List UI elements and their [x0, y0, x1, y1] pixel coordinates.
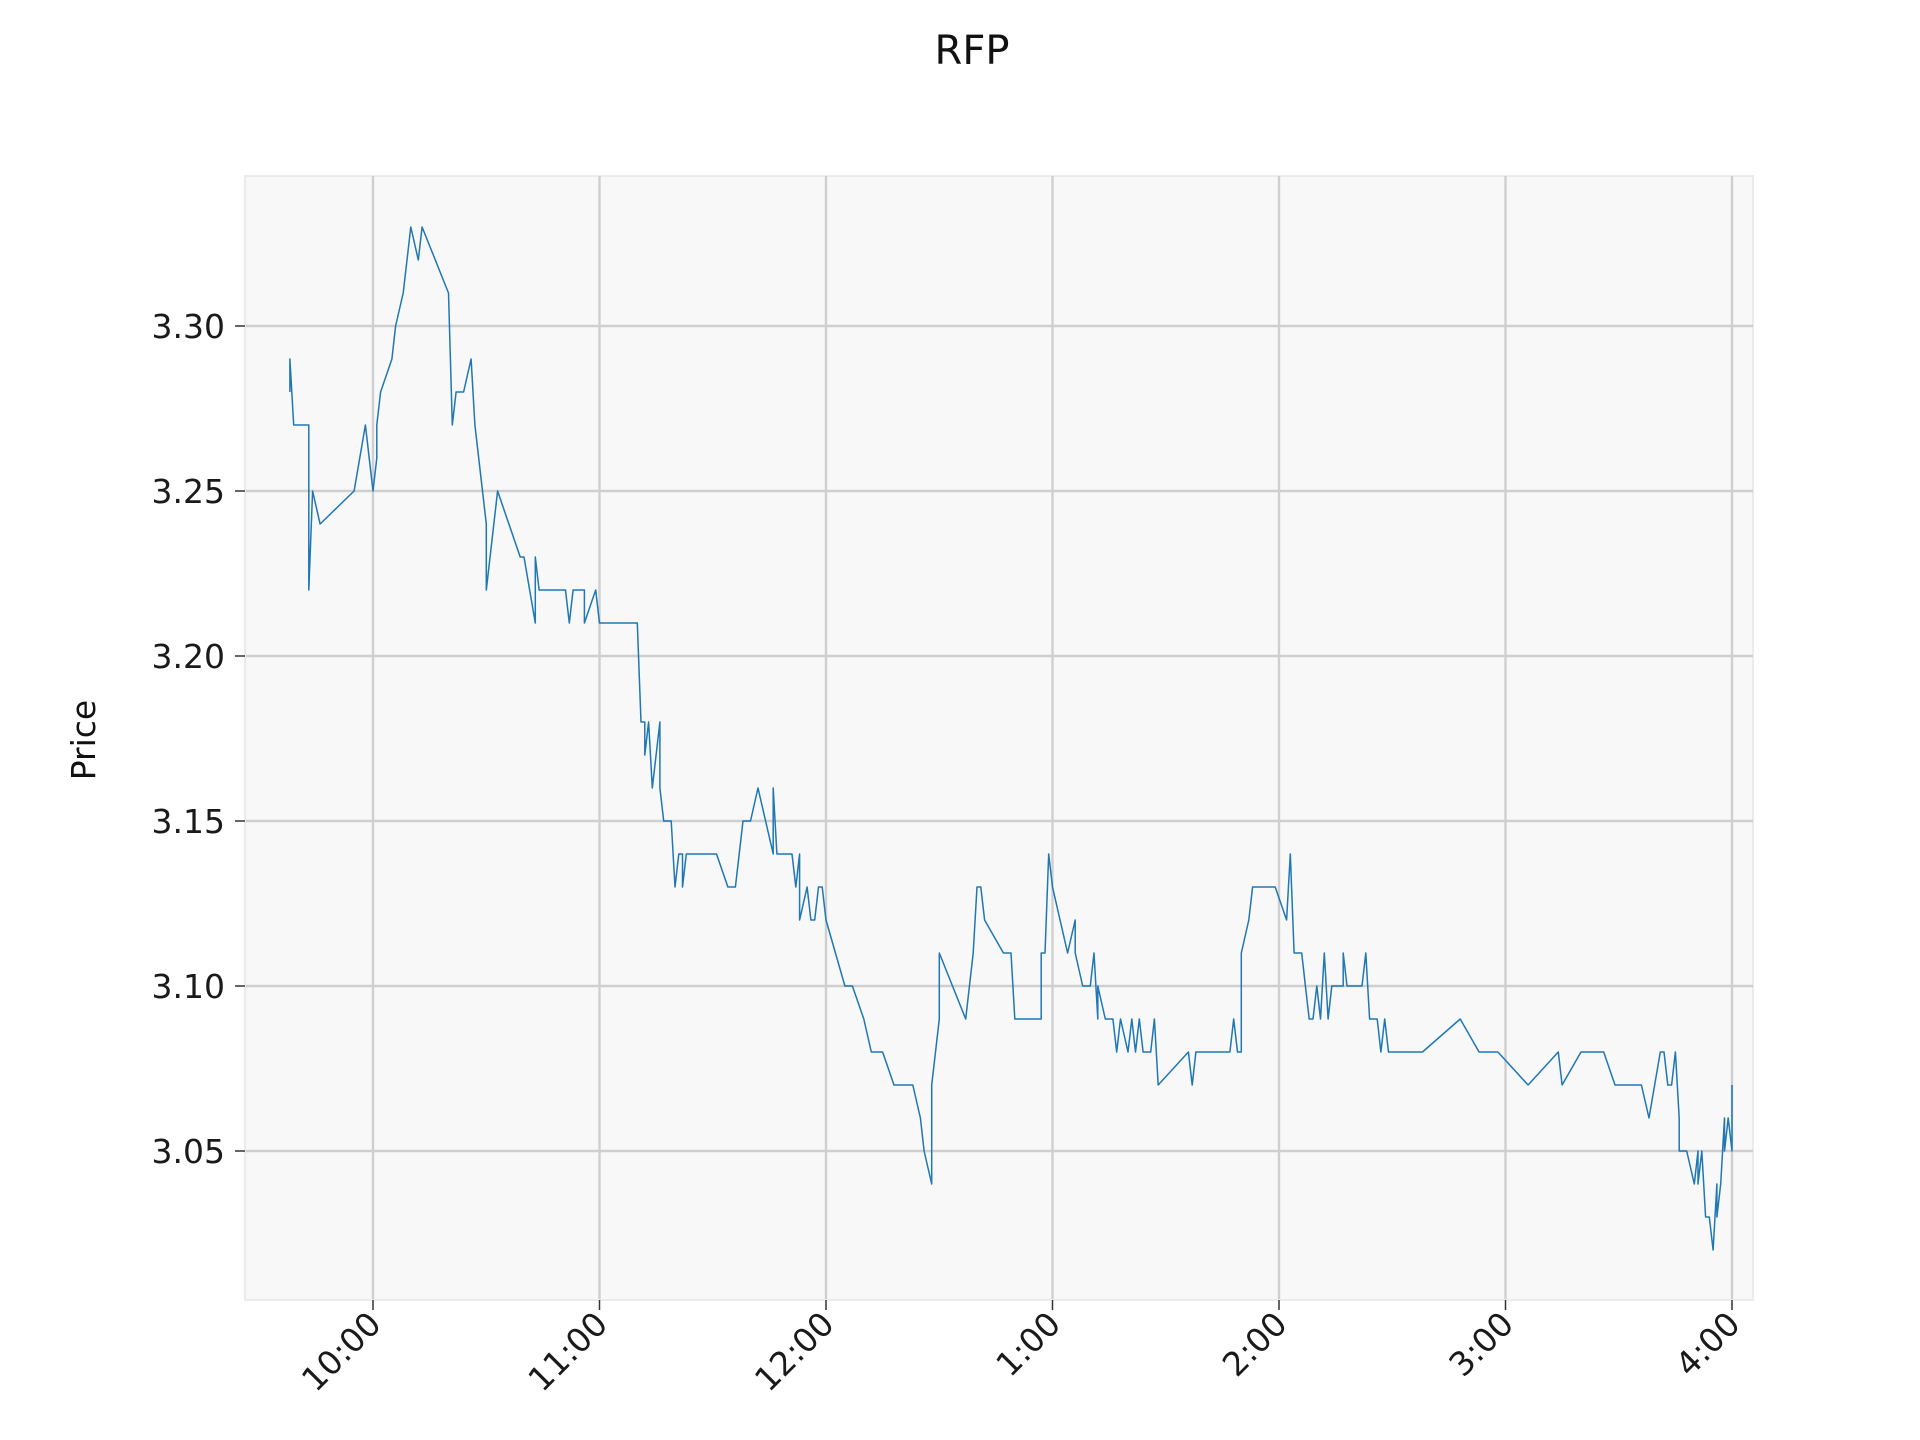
y-tick-label: 3.05 — [152, 1132, 225, 1171]
y-axis-label: Price — [64, 700, 103, 781]
x-axis: 10:00 11:00 12:00 1:00 2:00 3:00 4:00 — [245, 1299, 1753, 1399]
y-tick-label: 3.10 — [152, 967, 225, 1006]
plot-area — [244, 175, 1754, 1301]
y-tick-label: 3.30 — [152, 307, 225, 346]
x-tick-label: 10:00 — [294, 1304, 389, 1399]
x-tick-label: 12:00 — [747, 1304, 842, 1399]
y-tick-label: 3.20 — [152, 637, 225, 676]
series-line-group — [289, 226, 1733, 1251]
y-tick-label: 3.25 — [152, 472, 225, 511]
x-tick-label: 2:00 — [1215, 1304, 1295, 1384]
y-tick-label: 3.15 — [152, 802, 225, 841]
y-axis: 3.05 3.10 3.15 3.20 3.25 3.30 — [152, 176, 246, 1300]
x-tick-label: 11:00 — [520, 1304, 615, 1399]
chart-title: RFP — [935, 28, 1010, 74]
x-tick-label: 4:00 — [1668, 1304, 1748, 1384]
series-line — [289, 226, 1733, 1251]
x-tick-label: 1:00 — [988, 1304, 1068, 1384]
x-tick-label: 3:00 — [1441, 1304, 1521, 1384]
